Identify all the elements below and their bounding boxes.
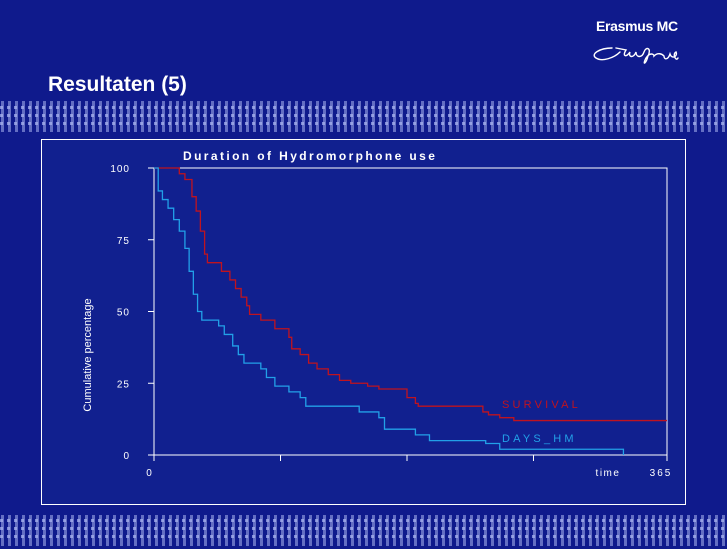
y-tick-label: 75: [117, 236, 130, 247]
y-tick-label: 50: [117, 308, 130, 319]
chart-title: Duration of Hydromorphone use: [183, 149, 437, 163]
x-tick-label: 365: [650, 468, 673, 479]
plot-area: [153, 167, 668, 456]
series-line-survival: [154, 167, 667, 422]
x-axis-label: time: [596, 468, 621, 479]
chart-panel: [41, 139, 686, 505]
y-tick-label: 25: [117, 379, 130, 390]
decorative-dot-band-bottom: [0, 515, 727, 546]
y-tick-label: 100: [110, 164, 130, 175]
x-tick-label: 0: [146, 468, 152, 479]
chart-axes: 0 25 50 75 100 0 365: [110, 164, 673, 479]
series-label: SURVIVAL: [502, 399, 581, 411]
y-axis-label: Cumulative percentage: [82, 298, 94, 411]
decorative-dot-band-top: [0, 101, 727, 132]
series-line-days-hm: [154, 167, 625, 455]
erasmus-mc-logo: Erasmus MC: [582, 18, 692, 74]
signature-icon: [593, 47, 679, 64]
slide-title: Resultaten (5): [48, 73, 187, 96]
logo-text: Erasmus MC: [596, 18, 678, 34]
chart-series: SURVIVAL DAYS_HM: [154, 167, 667, 455]
series-label: DAYS_HM: [502, 433, 577, 445]
y-tick-label: 0: [123, 451, 130, 462]
